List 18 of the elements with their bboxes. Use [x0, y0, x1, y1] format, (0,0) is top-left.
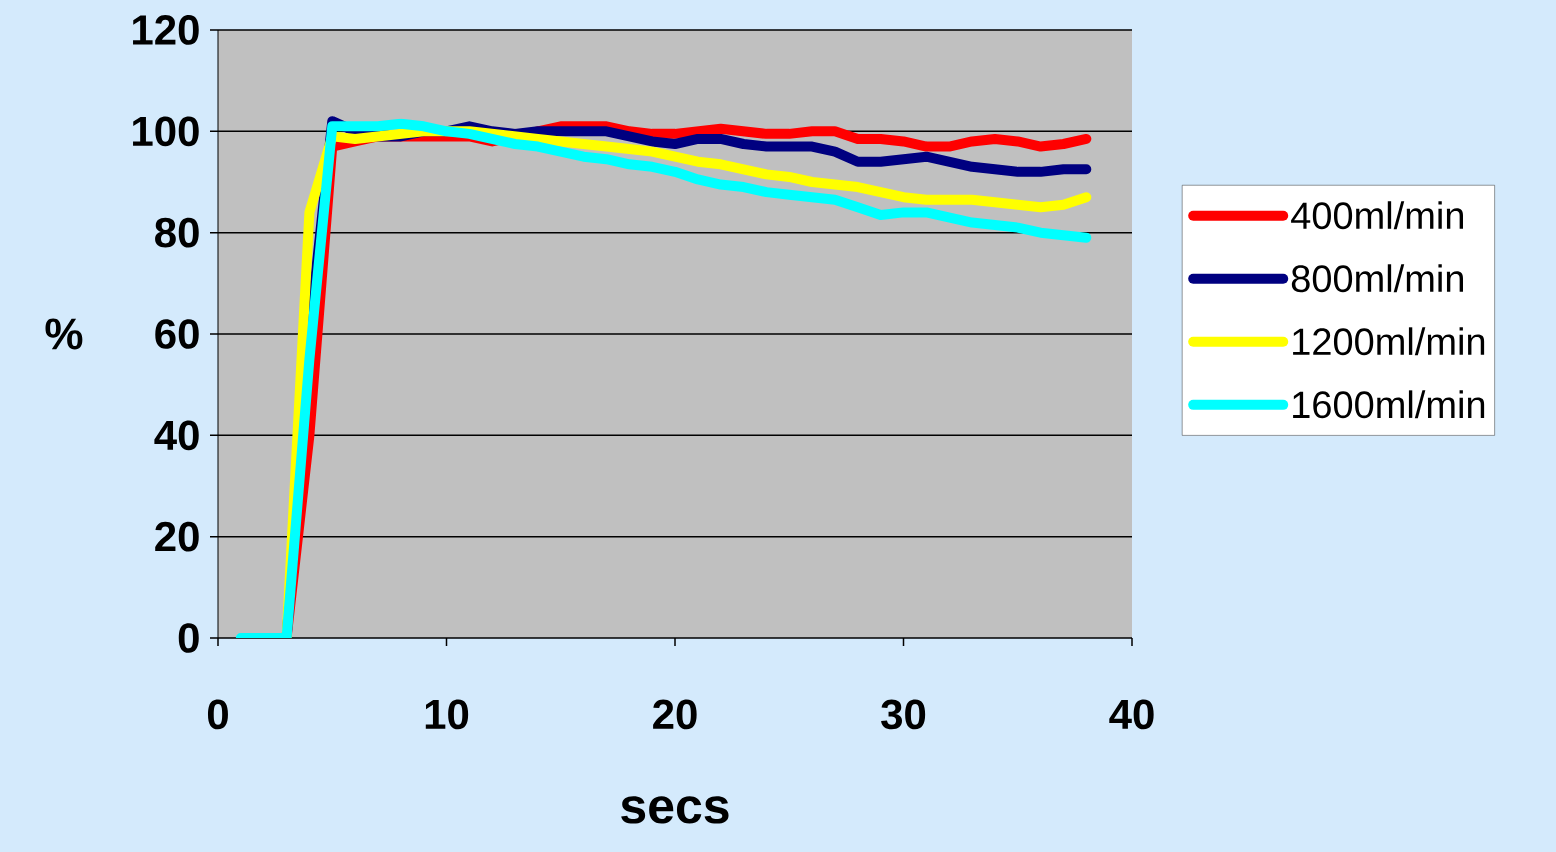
- y-tick-label: 60: [155, 319, 199, 349]
- legend-label: 400ml/min: [1291, 201, 1463, 230]
- y-tick-label: 40: [154, 420, 199, 451]
- x-tick-label: 30: [881, 699, 926, 730]
- y-tick-label: 120: [133, 15, 199, 45]
- y-axis-title: %: [45, 318, 83, 350]
- legend-label: 800ml/min: [1291, 264, 1463, 293]
- y-tick-label: 20: [155, 521, 199, 552]
- x-tick-label: 40: [1109, 699, 1154, 730]
- x-tick-label: 0: [207, 699, 228, 730]
- y-tick-label: 100: [133, 116, 199, 147]
- x-axis-title: secs: [621, 796, 729, 824]
- x-tick-label: 10: [425, 699, 469, 730]
- legend-label: 1200ml/min: [1293, 327, 1485, 356]
- legend-label: 1600ml/min: [1293, 390, 1485, 419]
- x-tick-label: 20: [653, 699, 697, 730]
- y-tick-label: 0: [178, 623, 199, 653]
- y-tick-label: 80: [155, 217, 199, 248]
